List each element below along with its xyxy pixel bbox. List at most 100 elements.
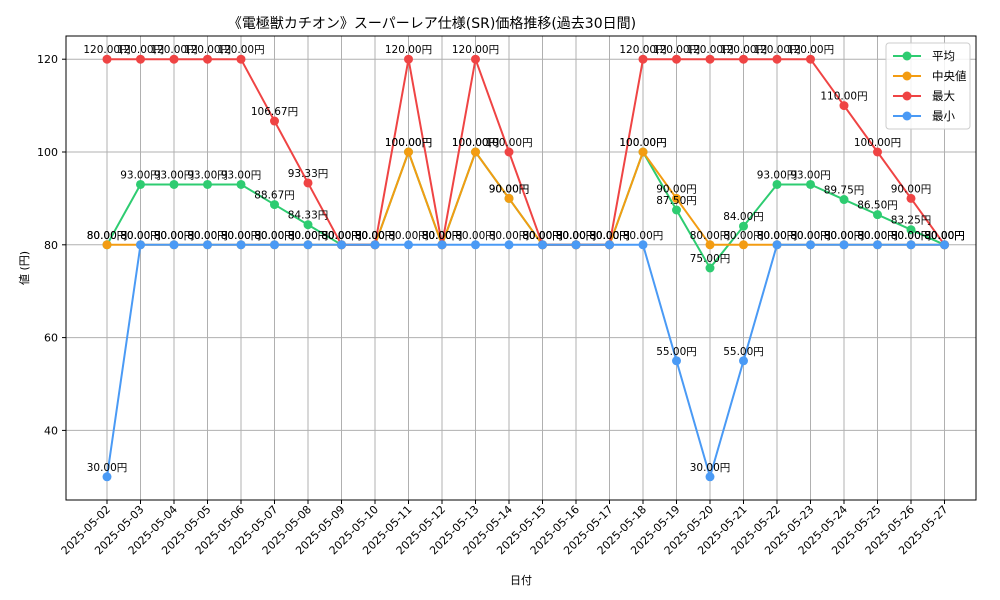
data-label: 120.00円 <box>653 44 700 56</box>
plot-frame <box>65 35 977 501</box>
series-layer <box>102 54 949 482</box>
data-label: 90.00円 <box>656 183 697 195</box>
data-label: 100.00円 <box>452 137 499 149</box>
series-point-2 <box>873 147 882 157</box>
data-label: 90.00円 <box>489 183 530 195</box>
series-point-3 <box>437 240 447 250</box>
series-point-2 <box>739 54 748 64</box>
series-point-1 <box>504 193 514 203</box>
legend-marker <box>902 51 912 61</box>
data-label: 80.00円 <box>857 230 898 242</box>
series-point-0 <box>739 221 748 231</box>
y-tick-label: 40 <box>44 424 58 437</box>
series-point-2 <box>471 54 480 64</box>
series-point-3 <box>136 240 145 250</box>
data-label: 80.00円 <box>589 230 630 242</box>
series-point-3 <box>772 240 782 250</box>
legend-marker <box>902 111 912 121</box>
series-point-2 <box>638 54 648 64</box>
data-label: 80.00円 <box>924 230 965 242</box>
series-point-3 <box>538 240 547 250</box>
data-label: 80.00円 <box>857 230 898 242</box>
series-point-2 <box>404 54 413 64</box>
series-point-3 <box>705 472 715 482</box>
data-label: 80.00円 <box>154 230 195 242</box>
data-label: 100.00円 <box>854 137 901 149</box>
data-label: 55.00円 <box>723 346 764 358</box>
data-label: 120.00円 <box>787 44 834 56</box>
data-label: 120.00円 <box>150 44 197 56</box>
data-label: 80.00円 <box>154 230 195 242</box>
data-label: 80.00円 <box>589 230 630 242</box>
data-label: 75.00円 <box>690 253 731 265</box>
data-label: 80.00円 <box>355 230 396 242</box>
data-label: 93.00円 <box>187 169 228 181</box>
series-point-1 <box>705 240 715 250</box>
series-point-3 <box>806 240 815 250</box>
data-label: 80.00円 <box>254 230 295 242</box>
series-point-2 <box>203 54 212 64</box>
data-label: 30.00円 <box>87 462 128 474</box>
data-label: 100.00円 <box>452 137 499 149</box>
series-point-3 <box>471 240 480 250</box>
data-label: 80.00円 <box>288 230 329 242</box>
data-label: 120.00円 <box>452 44 499 56</box>
y-tick-label: 100 <box>37 146 58 159</box>
data-label: 100.00円 <box>619 137 666 149</box>
data-label: 87.50円 <box>656 195 697 207</box>
series-point-3 <box>169 240 179 250</box>
series-point-2 <box>169 54 179 64</box>
series-point-2 <box>303 178 313 188</box>
data-label: 80.00円 <box>522 230 563 242</box>
series-line-3 <box>106 243 945 481</box>
series-point-1 <box>638 147 648 157</box>
series-point-1 <box>672 193 681 203</box>
data-label: 80.00円 <box>422 230 463 242</box>
data-label: 90.00円 <box>489 183 530 195</box>
data-label: 80.00円 <box>355 230 396 242</box>
series-point-3 <box>873 240 882 250</box>
series-point-3 <box>303 240 313 250</box>
series-point-2 <box>906 193 916 203</box>
series-point-0 <box>806 179 815 189</box>
data-label: 93.00円 <box>221 169 262 181</box>
data-label: 80.00円 <box>623 230 664 242</box>
series-point-0 <box>672 205 681 215</box>
legend-label: 最小 <box>932 109 955 123</box>
series-point-0 <box>203 179 212 189</box>
data-label: 80.00円 <box>757 230 798 242</box>
data-label: 80.00円 <box>221 230 262 242</box>
series-point-3 <box>236 240 246 250</box>
data-label: 120.00円 <box>753 44 800 56</box>
data-label: 80.00円 <box>388 230 429 242</box>
data-label: 30.00円 <box>690 462 731 474</box>
data-label: 80.00円 <box>757 230 798 242</box>
series-line-2 <box>107 55 946 246</box>
series-point-0 <box>873 210 882 220</box>
data-label: 80.00円 <box>455 230 496 242</box>
data-label: 80.00円 <box>924 230 965 242</box>
series-point-2 <box>504 147 514 157</box>
data-label: 80.00円 <box>221 230 262 242</box>
series-point-2 <box>102 54 112 64</box>
data-label: 80.00円 <box>355 230 396 242</box>
series-point-0 <box>839 195 849 205</box>
y-axis-ticks: 40 60 80 100 120 <box>37 53 66 437</box>
data-label: 90.00円 <box>891 183 932 195</box>
data-label: 80.00円 <box>556 230 597 242</box>
series-point-1 <box>471 147 480 157</box>
series-point-2 <box>839 101 849 111</box>
data-label: 80.00円 <box>321 230 362 242</box>
x-axis-label: 日付 <box>510 574 532 587</box>
series-point-3 <box>370 240 380 250</box>
series-point-1 <box>404 147 413 157</box>
series-point-3 <box>270 240 279 250</box>
data-label: 80.00円 <box>522 230 563 242</box>
data-labels: 80.00円93.00円93.00円93.00円93.00円88.67円84.3… <box>83 44 964 474</box>
data-label: 89.75円 <box>824 185 865 197</box>
x-axis-ticks: 2025-05-022025-05-032025-05-042025-05-05… <box>59 500 951 557</box>
data-label: 80.00円 <box>589 230 630 242</box>
data-label: 93.33円 <box>288 168 329 180</box>
data-label: 80.00円 <box>87 230 128 242</box>
data-label: 120.00円 <box>184 44 231 56</box>
